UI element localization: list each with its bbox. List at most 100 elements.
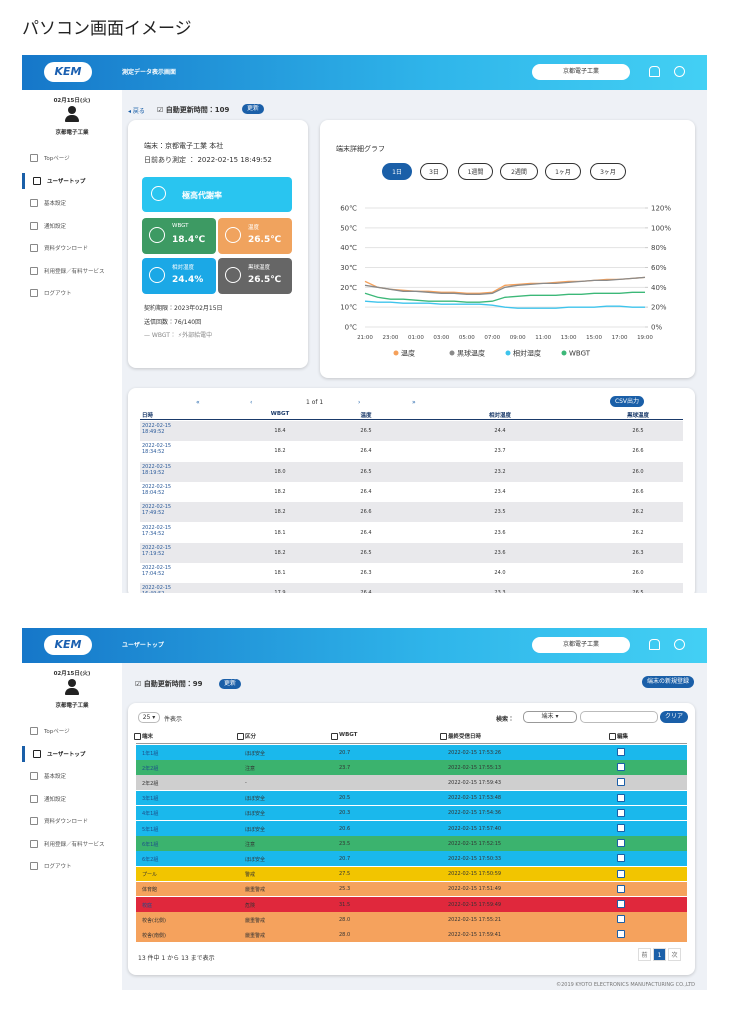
edit-icon[interactable] (617, 778, 625, 787)
bell-icon[interactable] (649, 66, 660, 77)
back-text[interactable]: 戻る (132, 108, 145, 115)
menu-text[interactable]: ユーザートップ (47, 751, 86, 758)
menu-item[interactable]: ユーザートップ (22, 745, 122, 762)
table-row[interactable] (136, 745, 687, 760)
menu-item[interactable]: 通知設定 (22, 791, 122, 807)
status-text: 極高代謝率 (182, 191, 222, 200)
pager-item[interactable]: « (196, 399, 200, 406)
refresh-button[interactable]: 更新 (242, 104, 264, 114)
x-tick-label: 15:00 (586, 335, 602, 341)
menu-item[interactable]: ログアウト (22, 858, 122, 874)
back-link[interactable]: ◂ 戻る (128, 108, 145, 115)
table-row[interactable] (136, 775, 687, 790)
menu-text[interactable]: 通知設定 (44, 796, 67, 803)
menu-text[interactable]: 資料ダウンロード (44, 819, 89, 825)
edit-icon[interactable] (617, 808, 625, 817)
table-cell: 2022-02-15 17:04:52 (142, 565, 172, 578)
bell-icon[interactable] (649, 639, 660, 650)
edit-icon[interactable] (617, 900, 625, 908)
table-cell: 26.5 (360, 468, 372, 475)
clear-button[interactable]: クリア (660, 711, 688, 723)
edit-icon[interactable] (617, 748, 625, 756)
search-input[interactable] (580, 711, 658, 723)
send-count: 送信回数：76/140回 (144, 319, 202, 326)
edit-icon[interactable] (617, 869, 625, 878)
edit-icon[interactable] (617, 884, 625, 893)
y2-tick-label: 20% (651, 304, 667, 312)
y-tick-label: 20℃ (340, 284, 357, 292)
pager-item[interactable]: ‹ (250, 399, 253, 406)
edit-icon[interactable] (617, 824, 625, 832)
company-button[interactable]: 京都電子工業 (532, 64, 630, 80)
register-button[interactable]: 端末の新規登録 (642, 676, 694, 688)
edit-icon[interactable] (617, 793, 625, 802)
logo[interactable]: KEM (44, 635, 92, 655)
menu-item[interactable]: 資料ダウンロード (22, 813, 122, 829)
edit-icon[interactable] (617, 854, 625, 863)
range-button[interactable]: 3日 (420, 163, 448, 180)
table-row[interactable] (136, 927, 687, 942)
menu-item[interactable]: 通知設定 (22, 218, 122, 234)
range-button[interactable]: 1ヶ月 (545, 163, 581, 180)
help-icon[interactable] (674, 66, 685, 77)
menu-item[interactable]: Topページ (22, 150, 122, 166)
pager-button[interactable]: 次 (668, 948, 681, 961)
range-button[interactable]: 2週間 (500, 163, 538, 180)
menu-text[interactable]: ログアウト (44, 291, 72, 297)
help-icon[interactable] (674, 639, 685, 650)
menu-item[interactable]: ログアウト (22, 285, 122, 301)
range-button[interactable]: 1日 (382, 163, 412, 180)
page-size[interactable]: 25 (142, 714, 151, 721)
menu-text[interactable]: ログアウト (44, 864, 72, 870)
menu-text[interactable]: 利用登録／有料サービス (44, 841, 105, 848)
search-field-select[interactable]: 端末 ▾ (523, 711, 577, 723)
table-row[interactable] (136, 912, 687, 927)
table-row[interactable] (136, 897, 687, 912)
csv-button[interactable]: CSV出力 (610, 396, 644, 407)
menu-text[interactable]: Topページ (44, 729, 70, 735)
company-button[interactable]: 京都電子工業 (532, 637, 630, 653)
menu-item[interactable]: 利用登録／有料サービス (22, 263, 122, 279)
menu-item[interactable]: 基本設定 (22, 195, 122, 211)
menu-item[interactable]: 利用登録／有料サービス (22, 836, 122, 852)
refresh-button[interactable]: 更新 (219, 679, 241, 689)
edit-icon[interactable] (617, 915, 625, 924)
legend-label: 温度 (401, 349, 415, 358)
search-field[interactable]: 端末 (541, 713, 554, 720)
table-row[interactable] (136, 836, 687, 851)
table-row[interactable] (136, 866, 687, 882)
table-row[interactable] (136, 821, 687, 836)
menu-text[interactable]: 利用登録／有料サービス (44, 268, 105, 275)
menu-item[interactable]: 基本設定 (22, 768, 122, 784)
table-row[interactable] (136, 805, 687, 821)
menu-text[interactable]: 基本設定 (44, 201, 67, 207)
pager-item[interactable]: » (412, 399, 416, 406)
edit-icon[interactable] (617, 930, 625, 939)
pager-button[interactable]: 前 (638, 948, 651, 961)
table-row (140, 481, 683, 503)
menu-item[interactable]: 資料ダウンロード (22, 240, 122, 256)
table-cell: 1年1組 (142, 750, 159, 757)
table-row[interactable] (136, 881, 687, 897)
table-row[interactable] (136, 851, 687, 866)
range-button[interactable]: 1週間 (458, 163, 493, 180)
menu-item[interactable]: Topページ (22, 723, 122, 739)
menu-text[interactable]: 資料ダウンロード (44, 246, 89, 252)
edit-icon[interactable] (617, 763, 625, 772)
pager-button[interactable]: 1 (653, 948, 666, 961)
menu-item[interactable]: ユーザートップ (22, 172, 122, 189)
range-button[interactable]: 3ヶ月 (590, 163, 626, 180)
menu-text[interactable]: ユーザートップ (47, 178, 86, 185)
menu-text[interactable]: 基本設定 (44, 774, 67, 780)
logo[interactable]: KEM (44, 62, 92, 82)
page-size-select[interactable]: 25 ▾ (138, 712, 160, 723)
menu-text[interactable]: Topページ (44, 156, 70, 162)
edit-icon[interactable] (617, 839, 625, 848)
pager-item[interactable]: › (358, 399, 361, 406)
smile-icon (151, 186, 166, 201)
menu-text[interactable]: 通知設定 (44, 223, 67, 230)
table-row[interactable] (136, 760, 687, 775)
user-icon-head (68, 106, 76, 114)
table-row[interactable] (136, 790, 687, 806)
table-cell: 26.5 (608, 590, 668, 593)
